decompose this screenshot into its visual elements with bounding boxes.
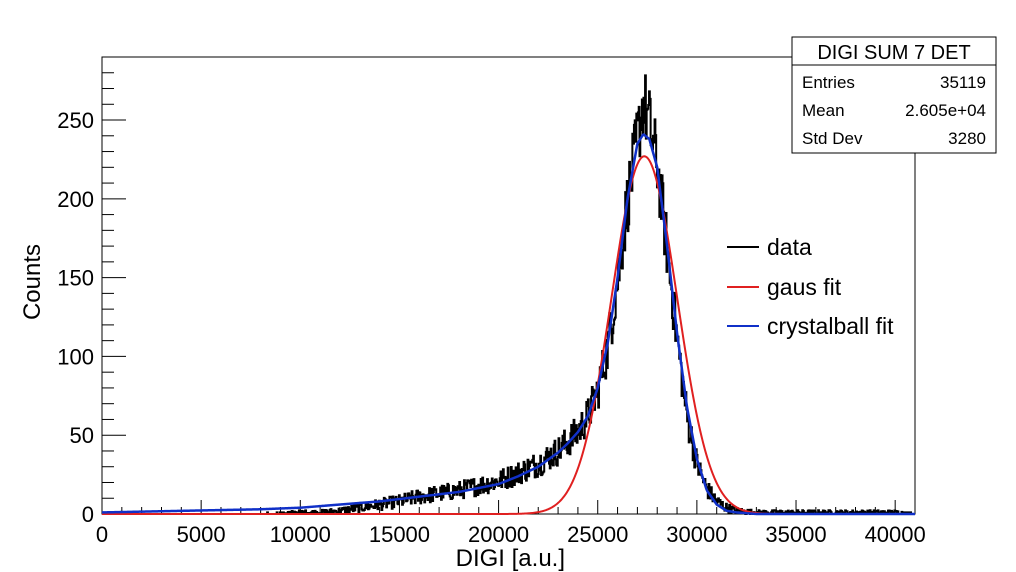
series-crystalball-fit bbox=[101, 133, 915, 516]
stats-stddev-value: 3280 bbox=[948, 129, 986, 148]
x-tick-label: 5000 bbox=[177, 522, 226, 547]
y-tick-label: 0 bbox=[82, 502, 94, 527]
y-tick-label: 150 bbox=[57, 266, 94, 291]
x-tick-label: 30000 bbox=[666, 522, 727, 547]
x-axis-title: DIGI [a.u.] bbox=[456, 545, 565, 572]
y-tick-label: 100 bbox=[57, 344, 94, 369]
x-tick-label: 10000 bbox=[270, 522, 331, 547]
x-tick-label: 25000 bbox=[567, 522, 628, 547]
y-tick-label: 250 bbox=[57, 108, 94, 133]
x-tick-label: 15000 bbox=[369, 522, 430, 547]
stats-mean-value: 2.605e+04 bbox=[905, 101, 986, 120]
x-tick-label: 35000 bbox=[765, 522, 826, 547]
stats-mean-label: Mean bbox=[802, 101, 845, 120]
stats-title: DIGI SUM 7 DET bbox=[817, 42, 970, 64]
stats-entries-value: 35119 bbox=[940, 73, 986, 92]
legend-label: data bbox=[767, 234, 812, 260]
stats-box-frame bbox=[791, 36, 997, 154]
y-axis: 0 50 100 150 200 250 bbox=[57, 56, 126, 527]
stats-entries-label: Entries bbox=[802, 73, 855, 92]
x-tick-label: 20000 bbox=[468, 522, 529, 547]
legend-label: crystalball fit bbox=[767, 313, 894, 339]
stats-stddev-label: Std Dev bbox=[802, 129, 863, 148]
x-tick-label: 40000 bbox=[865, 522, 926, 547]
x-axis: 0 5000 10000 15000 20000 25000 30000 35000 40000 bbox=[96, 500, 926, 547]
y-tick-label: 200 bbox=[57, 187, 94, 212]
y-tick-label: 50 bbox=[70, 423, 94, 448]
stats-box: DIGI SUM 7 DET Entries 35119 Mean 2.605e… bbox=[791, 36, 997, 154]
series-layer bbox=[101, 74, 915, 516]
legend: data gaus fit crystalball fit bbox=[727, 234, 894, 339]
x-tick-label: 0 bbox=[96, 522, 108, 547]
legend-label: gaus fit bbox=[767, 274, 842, 300]
y-axis-title: Counts bbox=[19, 244, 46, 320]
